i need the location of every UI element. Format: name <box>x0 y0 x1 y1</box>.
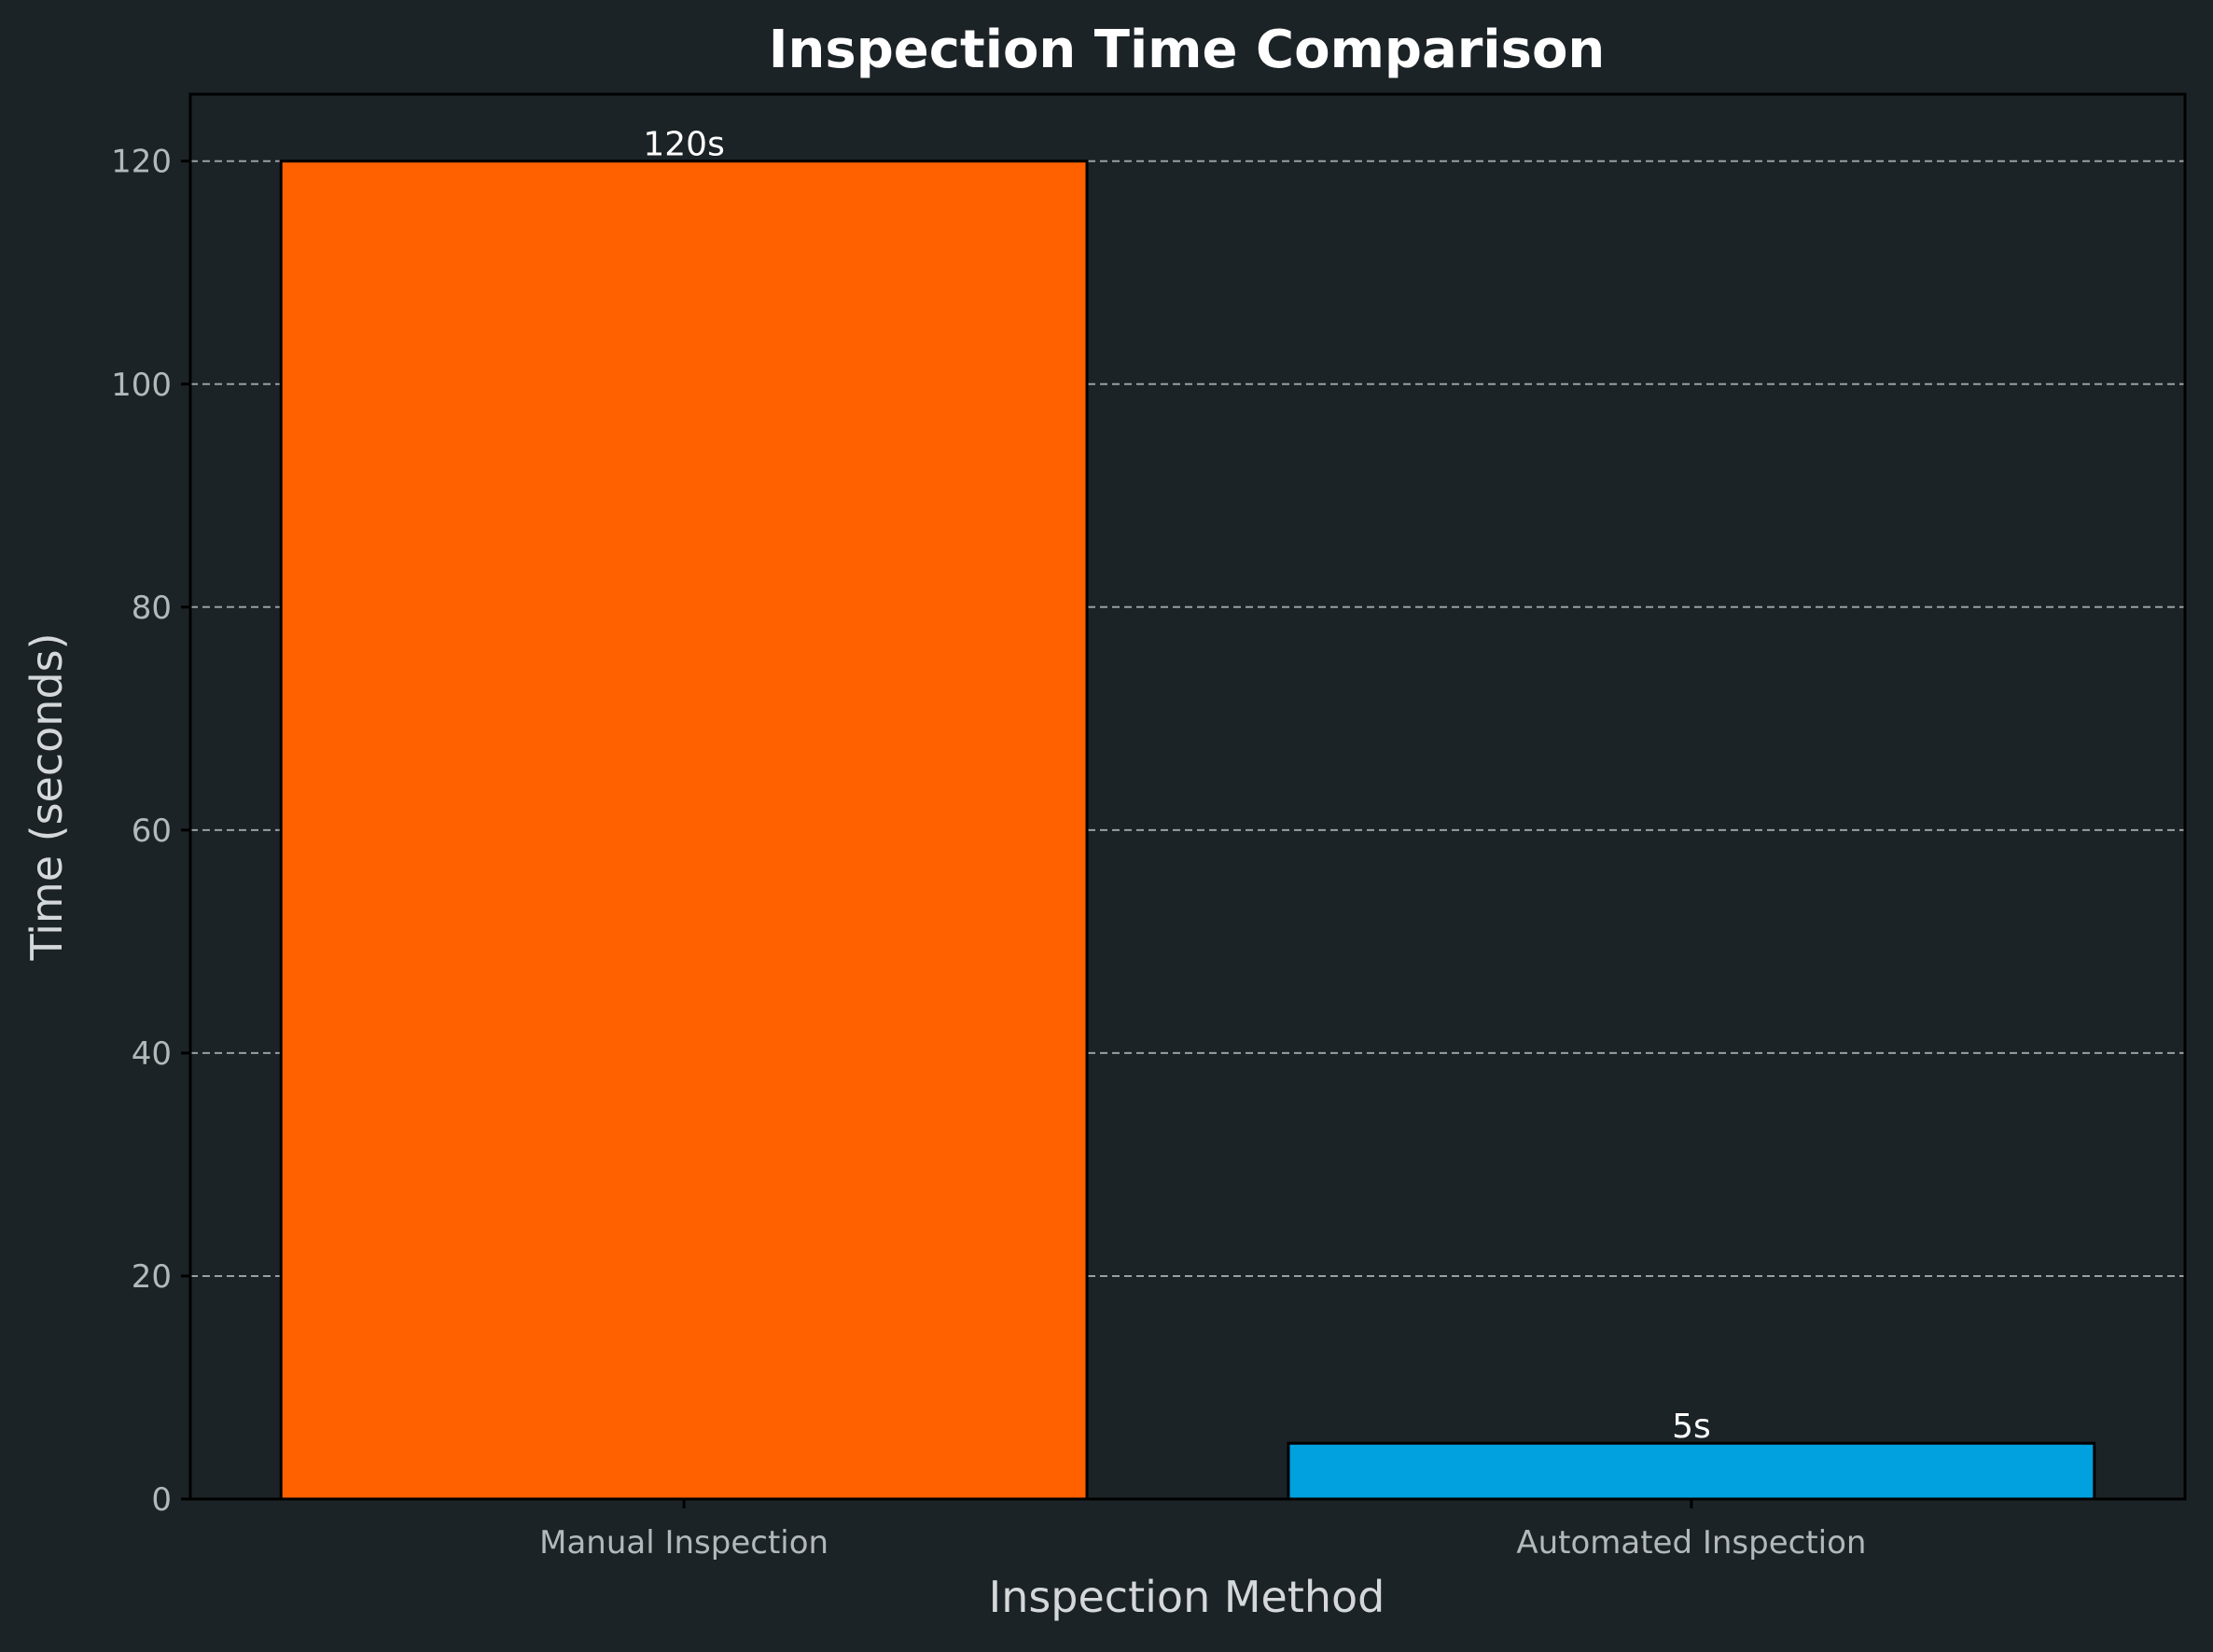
y-tick-label: 60 <box>132 812 172 850</box>
y-tick-label: 80 <box>132 590 172 627</box>
data-labels: 120s 5s <box>643 126 1710 1447</box>
bars <box>279 160 2096 1501</box>
x-axis-ticks: Manual Inspection Automated Inspection <box>539 1499 1866 1562</box>
data-label: 120s <box>643 126 724 164</box>
y-tick-label: 100 <box>111 367 172 404</box>
y-tick-label: 0 <box>151 1481 172 1519</box>
y-tick-label: 20 <box>132 1258 172 1296</box>
plot-area: 0 20 40 60 80 100 120 Manual Inspection Automat… <box>111 92 2187 1562</box>
x-tick-label: Automated Inspection <box>1516 1524 1866 1562</box>
plot-frame <box>188 92 2187 1501</box>
bar-automated-inspection <box>1287 1441 2096 1501</box>
y-tick-label: 40 <box>132 1035 172 1073</box>
x-axis-title: Inspection Method <box>989 1572 1385 1622</box>
chart-title: Inspection Time Comparison <box>769 20 1606 80</box>
bar-manual-inspection <box>279 160 1089 1501</box>
y-axis-title: Time (seconds) <box>21 632 72 961</box>
y-axis-ticks: 0 20 40 60 80 100 120 <box>111 144 190 1519</box>
x-tick-label: Manual Inspection <box>539 1524 828 1562</box>
data-label: 5s <box>1672 1408 1711 1446</box>
y-tick-label: 120 <box>111 144 172 181</box>
